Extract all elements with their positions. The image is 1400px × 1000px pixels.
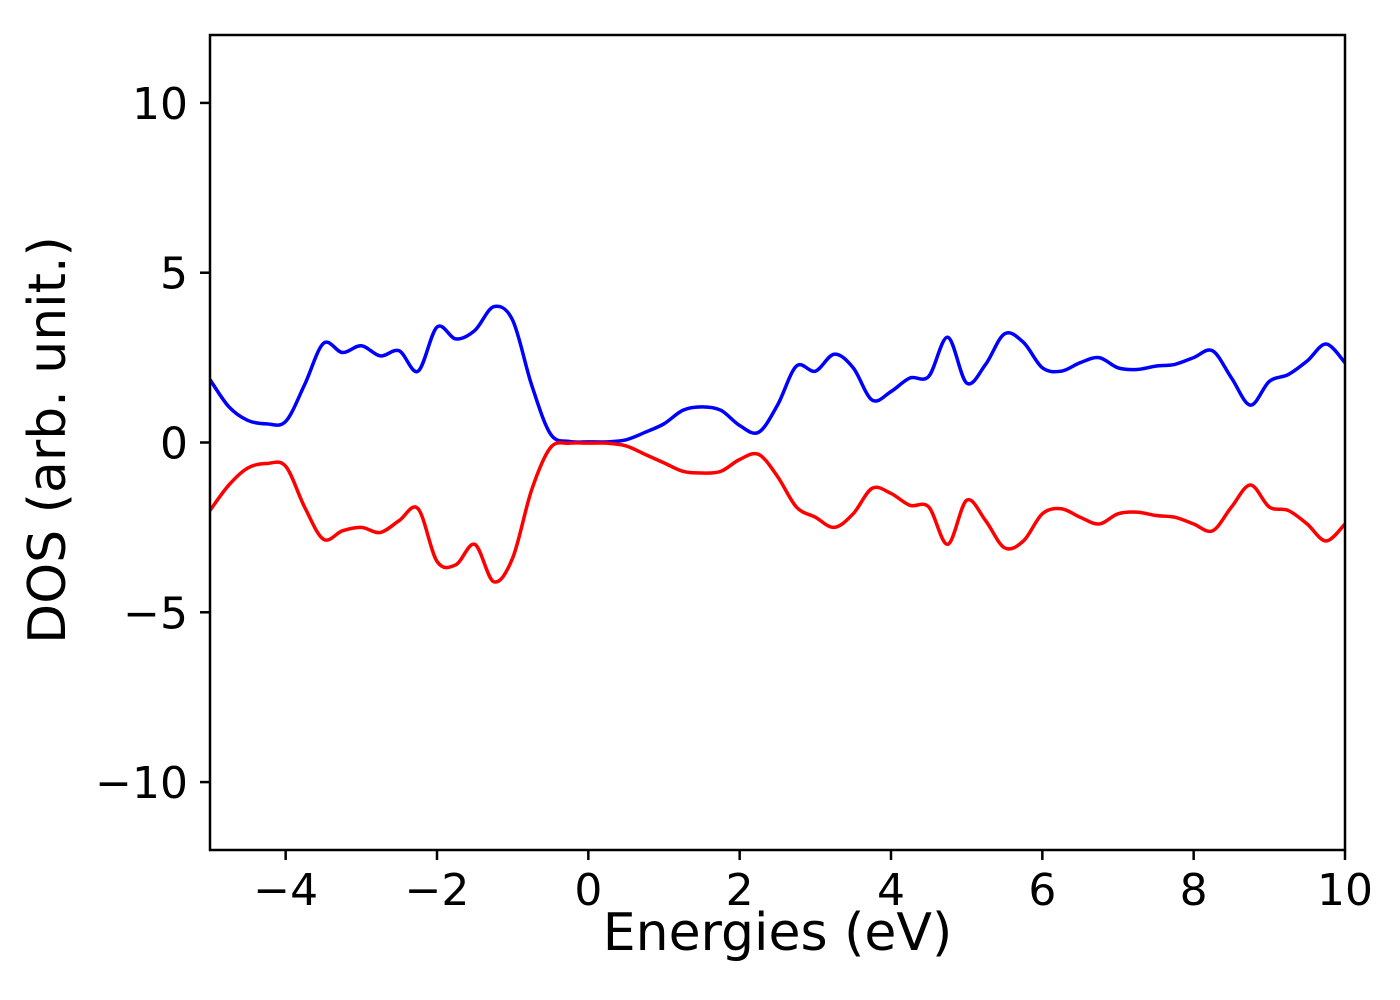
x-tick-label: 8 bbox=[1180, 865, 1208, 916]
x-tick-label: −2 bbox=[405, 865, 470, 916]
x-tick-label: −4 bbox=[253, 865, 318, 916]
spin-down-dos-curve bbox=[210, 440, 1345, 584]
y-tick-label: −5 bbox=[123, 588, 188, 639]
x-axis-label: Energies (eV) bbox=[602, 903, 953, 963]
y-tick-label: 5 bbox=[160, 249, 188, 300]
spin-up-dos-curve bbox=[210, 304, 1345, 444]
x-tick-label: 2 bbox=[726, 865, 754, 916]
x-tick-label: 10 bbox=[1317, 865, 1373, 916]
x-tick-label: 0 bbox=[574, 865, 602, 916]
y-axis-label: DOS (arb. unit.) bbox=[18, 236, 78, 644]
axes-spines bbox=[208, 33, 1347, 852]
x-tick-label: 6 bbox=[1028, 865, 1056, 916]
series-group bbox=[210, 304, 1345, 584]
y-tick-label: −10 bbox=[95, 758, 188, 809]
y-tick-label: 0 bbox=[160, 419, 188, 470]
y-tick-label: 10 bbox=[132, 79, 188, 130]
x-tick-label: 4 bbox=[877, 865, 905, 916]
